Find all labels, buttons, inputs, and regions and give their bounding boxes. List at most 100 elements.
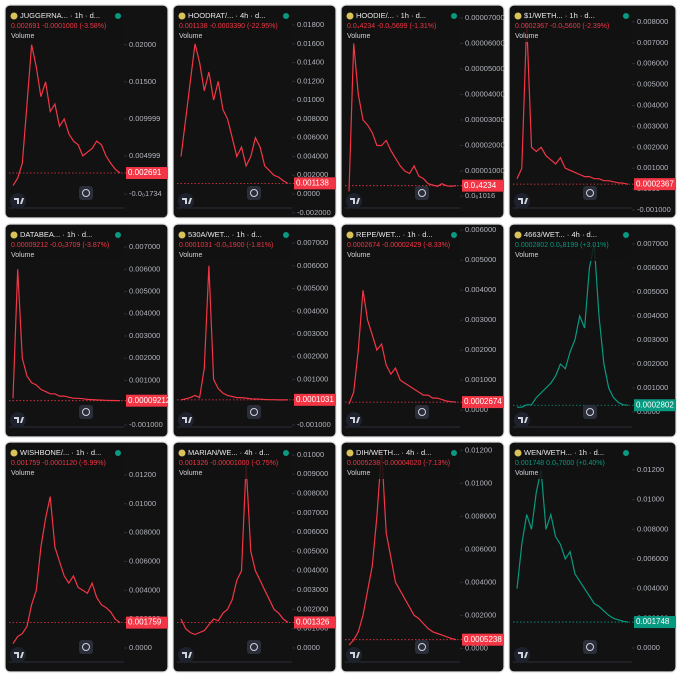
y-tick-label: 0.005000 [465,255,496,264]
header-backdrop [344,445,459,479]
last-price-label: 0.0005238 [464,635,502,644]
y-tick-label: 0.004000 [465,285,496,294]
price-line [348,43,457,192]
tv-logo [14,652,24,658]
volume-label: Volume [347,470,370,477]
y-tick-label: 0.0₆1016 [465,191,495,200]
symbol-header: $1/WETH... · 1h · d... [524,11,595,20]
price-change: 0.0001031 -0.0₅1900 (-1.81%) [179,242,273,249]
symbol-icon [10,231,18,239]
tv-logo [350,652,360,658]
price-line [12,269,121,402]
y-tick-label: 0.00006000 [465,38,505,47]
reset-button[interactable] [583,640,597,654]
y-tick-label: 0.007000 [637,38,668,47]
y-tick-label: 0.004000 [297,151,328,160]
y-tick-label: 0.01500 [129,77,156,86]
y-tick-label: 0.00007000 [465,13,505,22]
y-tick-label: 0.004000 [129,309,160,318]
last-price-box [126,616,168,629]
header-backdrop [512,8,631,42]
y-tick-label: -0.0₀1734 [129,189,162,198]
reset-button[interactable] [79,640,93,654]
chart-panel: 0.01200 0.01000 0.008000 0.006000 0.004000 0.… [340,441,505,673]
tv-logo [182,417,192,423]
reset-button[interactable] [415,640,429,654]
reset-button[interactable] [415,186,429,200]
y-tick-label: 0.008000 [637,524,668,533]
panel-frame [4,223,169,438]
y-tick-label: -0.001000 [637,205,671,214]
symbol-icon [10,12,18,20]
y-tick-label: 0.006000 [465,544,496,553]
reset-icon [250,189,258,197]
status-dot [623,232,629,238]
reset-icon [82,408,90,416]
panel-frame [340,441,505,673]
chart-panel: 0.01800 0.01600 0.01400 0.01200 0.01000 0.008… [172,4,337,219]
reset-button[interactable] [247,405,261,419]
price-change: 0.0005238 -0.00004020 (-7.13%) [347,460,450,467]
y-tick-label: 0.007000 [637,239,668,248]
y-tick-label: 0.006000 [129,556,160,565]
reset-button[interactable] [247,640,261,654]
reset-button[interactable] [583,186,597,200]
reset-icon [82,643,90,651]
reset-button[interactable] [583,405,597,419]
y-tick-label: 0.009000 [297,469,328,478]
reset-button[interactable] [79,405,93,419]
symbol-header: 4663/WET... · 4h · d... [524,230,597,239]
last-price-label: 0.001138 [296,178,329,187]
y-tick-label: 0.006000 [297,133,328,142]
chart-panel: 0.008000 0.007000 0.006000 0.005000 0.004000… [508,4,677,219]
y-tick-label: 0.001000 [297,374,328,383]
y-tick-label: 0.0000 [297,189,320,198]
y-tick-label: 0.01000 [129,499,156,508]
status-dot [283,450,289,456]
reset-button[interactable] [79,186,93,200]
volume-label: Volume [11,252,34,259]
y-tick-label: 0.002000 [297,352,328,361]
chart-panel: 0.01200 0.01000 0.008000 0.006000 0.004000 0.… [508,441,677,673]
symbol-icon [514,449,522,457]
y-tick-label: 0.0000 [129,643,152,652]
symbol-icon [178,12,186,20]
y-tick-label: 0.004000 [637,100,668,109]
y-tick-label: 0.00001000 [465,166,505,175]
y-tick-label: 0.00004000 [465,89,505,98]
price-change: 0.002691 -0.0001000 (-3.58%) [11,23,106,30]
y-tick-label: 0.001000 [465,375,496,384]
last-price-label: 0.00009212 [128,396,171,405]
symbol-header: JUGGERNA... · 1h · d... [20,11,100,20]
y-tick-label: 0.006000 [637,554,668,563]
last-price-box [294,177,336,190]
chart-panel: 0.007000 0.006000 0.005000 0.004000 0.003000… [4,223,171,438]
reset-button[interactable] [415,405,429,419]
chart-panel: 0.007000 0.006000 0.005000 0.004000 0.003000… [172,223,337,438]
y-tick-label: 0.02000 [129,40,156,49]
last-price-box [126,394,168,407]
status-dot [451,232,457,238]
last-price-label: 0.001759 [128,618,162,627]
y-tick-label: 0.008000 [297,489,328,498]
y-tick-label: 0.005000 [637,80,668,89]
price-line [516,21,629,185]
panel-frame [340,223,505,438]
symbol-icon [178,231,186,239]
reset-icon [586,189,594,197]
y-tick-label: 0.001000 [637,383,668,392]
y-tick-label: 0.004000 [637,584,668,593]
reset-button[interactable] [247,186,261,200]
panel-frame [4,4,169,219]
y-tick-label: 0.01000 [465,478,492,487]
status-dot [283,13,289,19]
header-backdrop [176,8,291,42]
tv-logo [182,652,192,658]
y-tick-label: 0.006000 [297,261,328,270]
price-line [517,243,629,408]
reset-icon [586,408,594,416]
price-line [12,496,121,645]
y-tick-label: 0.01200 [129,470,156,479]
price-change: 0.0₄4234 -0.0₆5699 (-1.31%) [347,23,436,30]
chart-panel: 0.007000 0.006000 0.005000 0.004000 0.003000… [508,223,677,438]
